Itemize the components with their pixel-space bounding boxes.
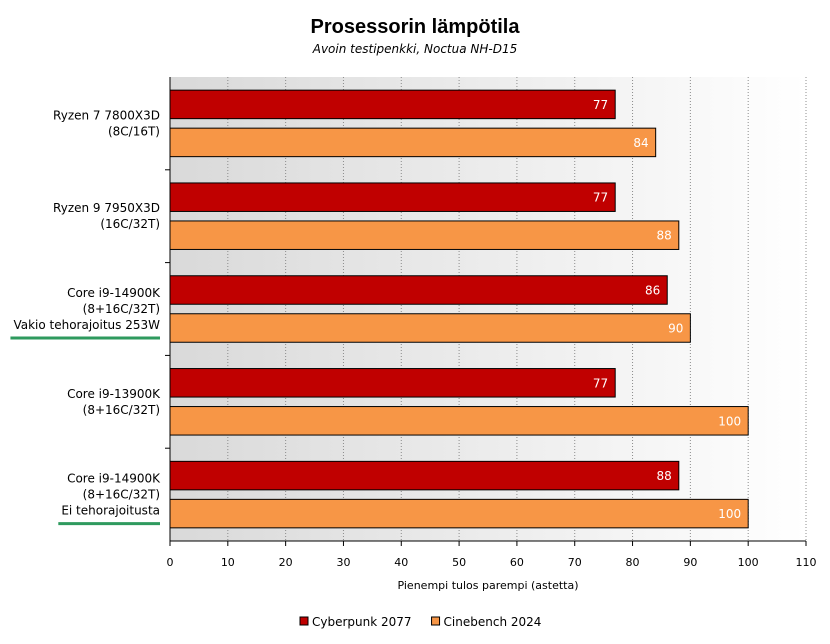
- bar: [169, 368, 616, 398]
- grid: [227, 77, 807, 541]
- x-tick-label: 50: [452, 556, 466, 569]
- x-tick-label: 30: [336, 556, 350, 569]
- legend-swatch: [431, 616, 441, 626]
- category-label: (8+16C/32T): [83, 403, 160, 417]
- x-tick-label: 20: [279, 556, 293, 569]
- bar: [169, 498, 749, 529]
- category-label: Ei tehorajoitusta: [61, 504, 160, 518]
- category-label: (16C/32T): [100, 217, 160, 231]
- bar-value-label: 100: [718, 507, 741, 521]
- category-label: Vakio tehorajoitus 253W: [13, 318, 160, 332]
- x-tick-label: 100: [738, 556, 759, 569]
- x-tick-label: 80: [626, 556, 640, 569]
- category-labels: Ryzen 7 7800X3D (8C/16T) Ryzen 9 7950X3D (1…: [10, 108, 161, 526]
- bar: [169, 127, 657, 158]
- legend-swatch: [299, 616, 309, 626]
- bar: [169, 460, 680, 491]
- category-label: Core i9-14900K: [67, 472, 161, 486]
- bars: 77 84 77 88 86 90 77 100 88 100: [169, 89, 749, 529]
- chart-title: Prosessorin lämpötila: [311, 16, 521, 38]
- category-label: Core i9-13900K: [67, 387, 161, 401]
- bar-value-label: 86: [645, 284, 660, 298]
- legend-label: Cyberpunk 2077: [312, 615, 412, 629]
- category-label: Ryzen 9 7950X3D: [53, 201, 160, 215]
- legend: Cyberpunk 2077 Cinebench 2024: [299, 615, 542, 629]
- bar: [169, 313, 691, 343]
- x-tick-label: 60: [510, 556, 524, 569]
- bar-value-label: 77: [593, 98, 608, 112]
- x-tick-label: 90: [683, 556, 697, 569]
- bar: [169, 220, 680, 250]
- category-label: Core i9-14900K: [67, 286, 161, 300]
- bar-value-label: 88: [657, 229, 672, 243]
- bar: [169, 406, 749, 436]
- x-tick-label: 40: [394, 556, 408, 569]
- bar-value-label: 100: [718, 414, 741, 428]
- bar: [169, 182, 616, 212]
- x-tick-label: 70: [568, 556, 582, 569]
- category-label: (8C/16T): [108, 124, 160, 138]
- category-label: Ryzen 7 7800X3D: [53, 108, 160, 122]
- bar-value-label: 90: [668, 322, 683, 336]
- x-tick-label: 110: [796, 556, 817, 569]
- bar: [169, 275, 668, 305]
- bar: [169, 89, 616, 120]
- chart-subtitle: Avoin testipenkki, Noctua NH-D15: [312, 42, 518, 56]
- x-tick-label: 10: [221, 556, 235, 569]
- bar-value-label: 77: [593, 376, 608, 390]
- x-axis-title: Pienempi tulos parempi (astetta): [397, 579, 578, 592]
- category-label: (8+16C/32T): [83, 302, 160, 316]
- category-label: (8+16C/32T): [83, 488, 160, 502]
- bar-value-label: 84: [633, 136, 648, 150]
- bar-value-label: 88: [657, 469, 672, 483]
- bar-value-label: 77: [593, 191, 608, 205]
- axes: 0 10 20 30 40 50 60 70 80 90 100 110: [165, 77, 817, 569]
- x-tick-label: 0: [167, 556, 174, 569]
- legend-label: Cinebench 2024: [444, 615, 542, 629]
